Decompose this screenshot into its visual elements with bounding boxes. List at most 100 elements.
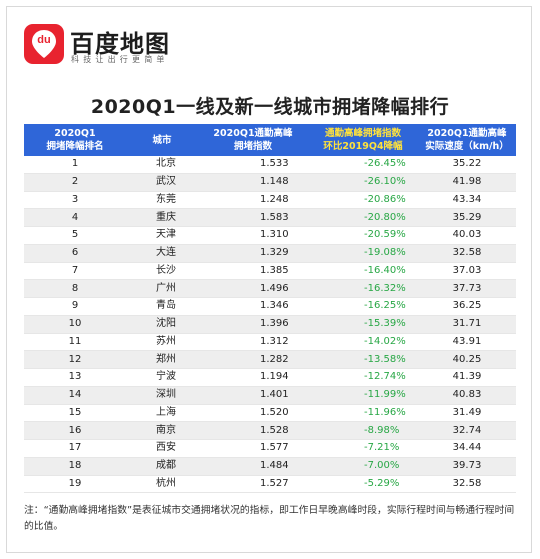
speed-cell: 41.39 bbox=[418, 368, 516, 387]
congestion-index-cell: 1.577 bbox=[198, 439, 308, 458]
table-row: 10 沈阳 1.396 -15.39% 31.71 bbox=[24, 315, 516, 334]
change-cell: -26.45% bbox=[308, 156, 418, 174]
table-title: 2020Q1一线及新一线城市拥堵降幅排行 bbox=[90, 96, 450, 118]
table-row: 4 重庆 1.583 -20.80% 35.29 bbox=[24, 208, 516, 227]
brand-name: 百度地图 bbox=[70, 30, 170, 58]
rank-cell: 10 bbox=[24, 315, 126, 334]
change-cell: -14.02% bbox=[308, 333, 418, 352]
speed-cell: 31.49 bbox=[418, 404, 516, 423]
rank-cell: 3 bbox=[24, 191, 126, 210]
table-row: 1 北京 1.533 -26.45% 35.22 bbox=[24, 156, 516, 174]
congestion-index-cell: 1.346 bbox=[198, 297, 308, 316]
rank-cell: 5 bbox=[24, 226, 126, 245]
congestion-index-cell: 1.385 bbox=[198, 262, 308, 281]
change-cell: -26.10% bbox=[308, 173, 418, 192]
baidu-map-pin-icon: du bbox=[24, 24, 64, 64]
speed-cell: 41.98 bbox=[418, 173, 516, 192]
change-cell: -20.59% bbox=[308, 226, 418, 245]
congestion-index-cell: 1.248 bbox=[198, 191, 308, 210]
city-cell: 南京 bbox=[126, 421, 198, 440]
table-header-row: 2020Q1 拥堵降幅排名 城市 2020Q1通勤高峰 拥堵指数 通勤高峰拥堵指数 环比20… bbox=[24, 124, 516, 156]
change-cell: -12.74% bbox=[308, 368, 418, 387]
congestion-index-cell: 1.396 bbox=[198, 315, 308, 334]
table-row: 16 南京 1.528 -8.98% 32.74 bbox=[24, 421, 516, 440]
table-row: 12 郑州 1.282 -13.58% 40.25 bbox=[24, 350, 516, 369]
congestion-index-cell: 1.583 bbox=[198, 208, 308, 227]
rank-cell: 17 bbox=[24, 439, 126, 458]
congestion-index-cell: 1.401 bbox=[198, 386, 308, 405]
change-cell: -19.08% bbox=[308, 244, 418, 263]
congestion-index-cell: 1.527 bbox=[198, 475, 308, 494]
footnote: 注：“通勤高峰拥堵指数”是表征城市交通拥堵状况的指标，即工作日早晚高峰时段，实际… bbox=[24, 505, 515, 532]
speed-cell: 40.03 bbox=[418, 226, 516, 245]
congestion-index-cell: 1.194 bbox=[198, 368, 308, 387]
rank-cell: 18 bbox=[24, 457, 126, 476]
rank-cell: 4 bbox=[24, 208, 126, 227]
column-header-4: 通勤高峰拥堵指数 环比2019Q4降幅 bbox=[308, 124, 418, 156]
congestion-index-cell: 1.282 bbox=[198, 350, 308, 369]
change-cell: -11.96% bbox=[308, 404, 418, 423]
column-header-line2: 环比2019Q4降幅 bbox=[323, 141, 403, 152]
table-row: 14 深圳 1.401 -11.99% 40.83 bbox=[24, 386, 516, 405]
rank-cell: 11 bbox=[24, 333, 126, 352]
change-cell: -7.00% bbox=[308, 457, 418, 476]
speed-cell: 32.58 bbox=[418, 244, 516, 263]
table-row: 19 杭州 1.527 -5.29% 32.58 bbox=[24, 475, 516, 494]
column-header-2: 城市 bbox=[126, 124, 198, 156]
congestion-table: 2020Q1 拥堵降幅排名 城市 2020Q1通勤高峰 拥堵指数 通勤高峰拥堵指数 环比20… bbox=[24, 124, 516, 494]
speed-cell: 34.44 bbox=[418, 439, 516, 458]
city-cell: 宁波 bbox=[126, 368, 198, 387]
congestion-index-cell: 1.148 bbox=[198, 173, 308, 192]
congestion-index-cell: 1.496 bbox=[198, 279, 308, 298]
speed-cell: 32.58 bbox=[418, 475, 516, 494]
rank-cell: 16 bbox=[24, 421, 126, 440]
column-header-1: 2020Q1 拥堵降幅排名 bbox=[24, 124, 126, 156]
column-header-3: 2020Q1通勤高峰 拥堵指数 bbox=[198, 124, 308, 156]
column-header-line2: 拥堵降幅排名 bbox=[46, 141, 104, 152]
congestion-index-cell: 1.312 bbox=[198, 333, 308, 352]
table-row: 8 广州 1.496 -16.32% 37.73 bbox=[24, 279, 516, 298]
change-cell: -8.98% bbox=[308, 421, 418, 440]
city-cell: 天津 bbox=[126, 226, 198, 245]
change-cell: -16.25% bbox=[308, 297, 418, 316]
table-row: 15 上海 1.520 -11.96% 31.49 bbox=[24, 404, 516, 423]
speed-cell: 43.91 bbox=[418, 333, 516, 352]
speed-cell: 37.73 bbox=[418, 279, 516, 298]
congestion-index-cell: 1.310 bbox=[198, 226, 308, 245]
city-cell: 重庆 bbox=[126, 208, 198, 227]
table-row: 11 苏州 1.312 -14.02% 43.91 bbox=[24, 333, 516, 352]
speed-cell: 40.83 bbox=[418, 386, 516, 405]
change-cell: -11.99% bbox=[308, 386, 418, 405]
speed-cell: 32.74 bbox=[418, 421, 516, 440]
column-header-line1: 城市 bbox=[152, 134, 172, 146]
rank-cell: 12 bbox=[24, 350, 126, 369]
rank-cell: 14 bbox=[24, 386, 126, 405]
speed-cell: 36.25 bbox=[418, 297, 516, 316]
column-header-line1: 2020Q1通勤高峰 bbox=[427, 128, 507, 139]
city-cell: 上海 bbox=[126, 404, 198, 423]
rank-cell: 2 bbox=[24, 173, 126, 192]
city-cell: 长沙 bbox=[126, 262, 198, 281]
rank-cell: 13 bbox=[24, 368, 126, 387]
change-cell: -7.21% bbox=[308, 439, 418, 458]
city-cell: 苏州 bbox=[126, 333, 198, 352]
change-cell: -16.32% bbox=[308, 279, 418, 298]
city-cell: 东莞 bbox=[126, 191, 198, 210]
change-cell: -13.58% bbox=[308, 350, 418, 369]
congestion-index-cell: 1.329 bbox=[198, 244, 308, 263]
change-cell: -5.29% bbox=[308, 475, 418, 494]
change-cell: -16.40% bbox=[308, 262, 418, 281]
column-header-line1: 通勤高峰拥堵指数 bbox=[324, 128, 401, 139]
column-header-line1: 2020Q1通勤高峰 bbox=[213, 128, 293, 139]
speed-cell: 31.71 bbox=[418, 315, 516, 334]
city-cell: 沈阳 bbox=[126, 315, 198, 334]
table-row: 5 天津 1.310 -20.59% 40.03 bbox=[24, 226, 516, 245]
change-cell: -20.80% bbox=[308, 208, 418, 227]
rank-cell: 19 bbox=[24, 475, 126, 494]
city-cell: 青岛 bbox=[126, 297, 198, 316]
congestion-index-cell: 1.484 bbox=[198, 457, 308, 476]
table-row: 13 宁波 1.194 -12.74% 41.39 bbox=[24, 368, 516, 387]
speed-cell: 35.29 bbox=[418, 208, 516, 227]
city-cell: 大连 bbox=[126, 244, 198, 263]
city-cell: 北京 bbox=[126, 156, 198, 174]
